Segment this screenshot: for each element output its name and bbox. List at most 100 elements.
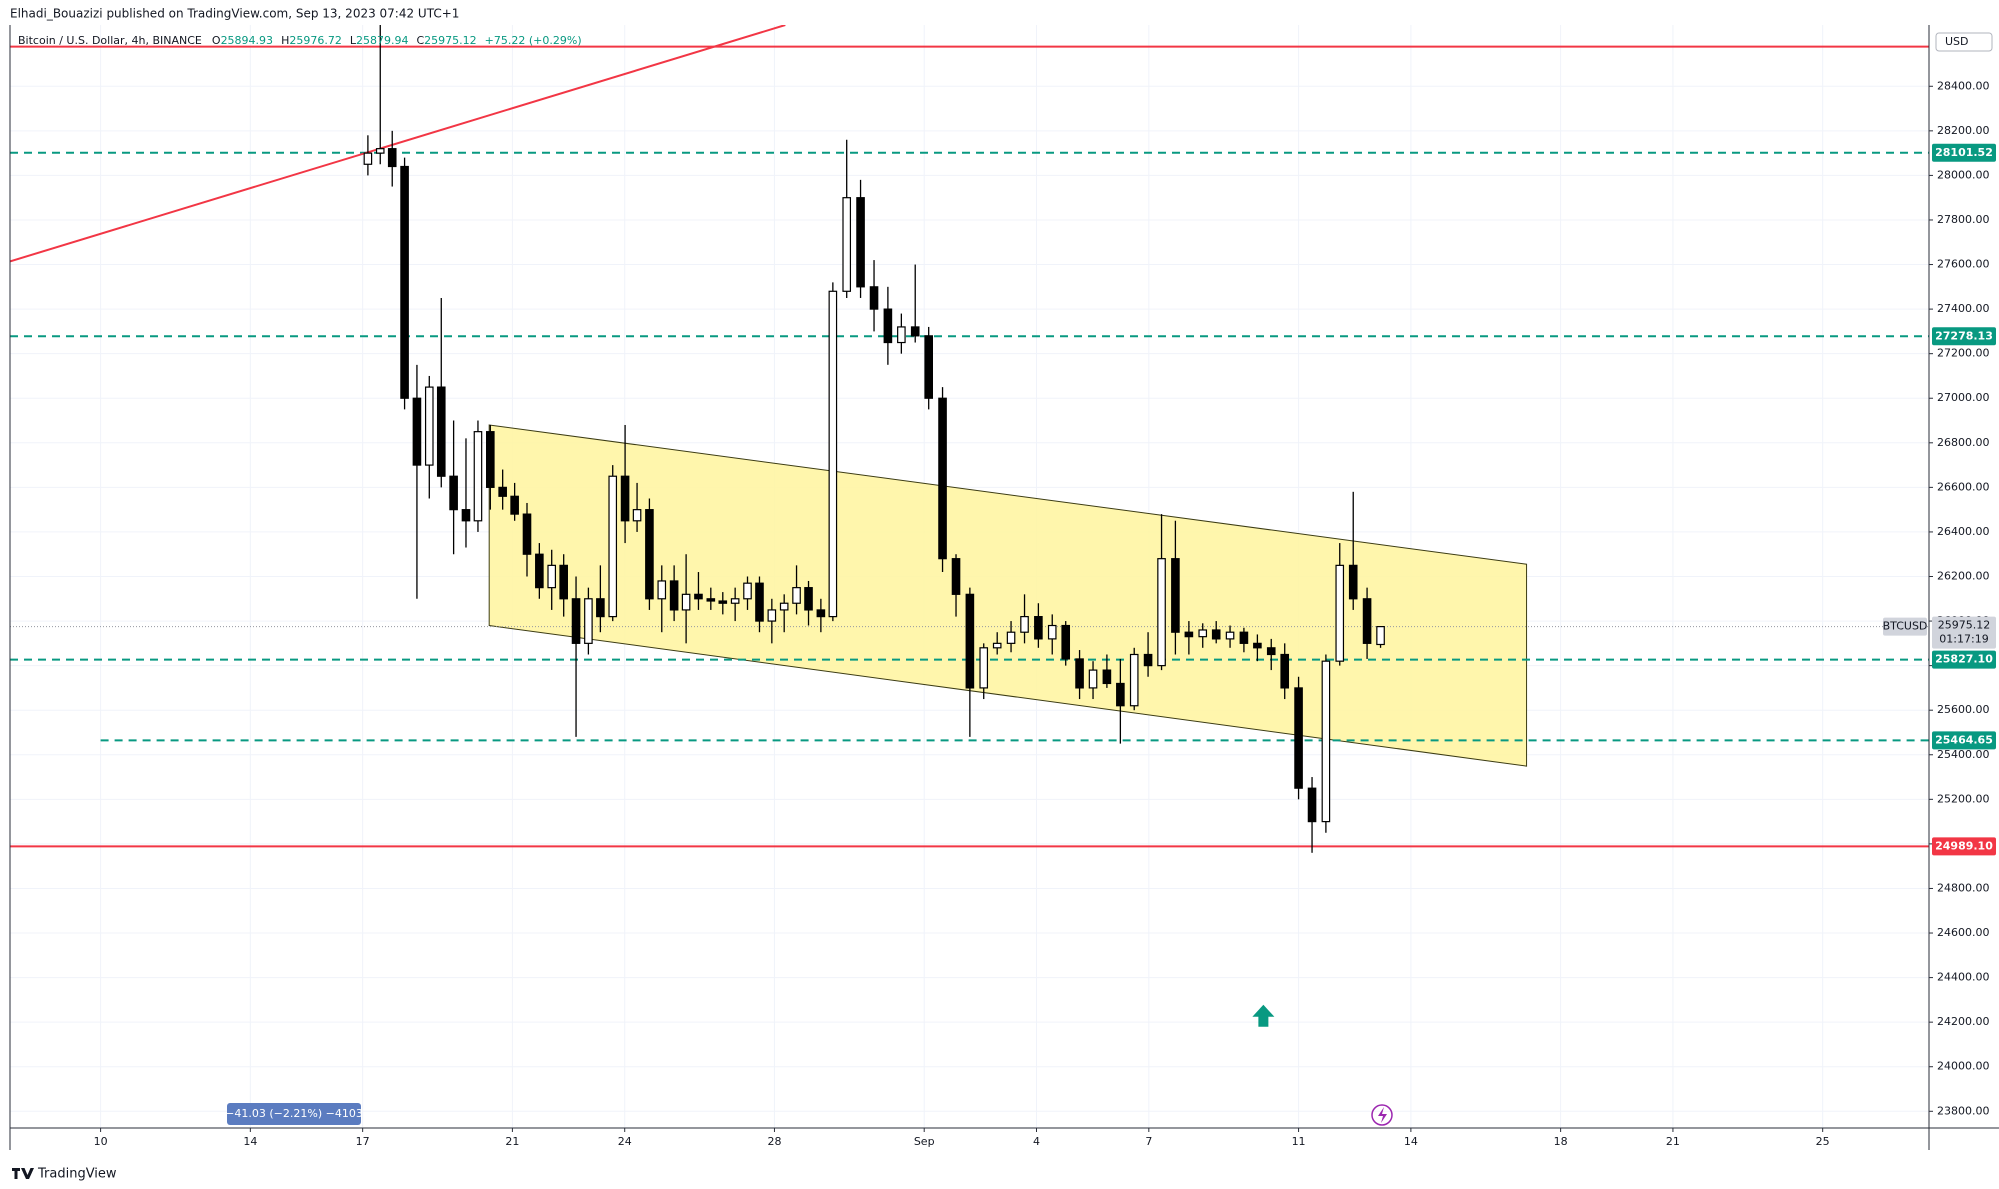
x-tick-label: 21 — [1666, 1135, 1680, 1148]
y-tick-label: 27200.00 — [1937, 347, 1990, 360]
candle-body — [1294, 687, 1303, 789]
candle-body — [1239, 631, 1249, 644]
candle-body — [743, 582, 752, 600]
candle-body — [559, 564, 568, 600]
y-tick-label: 28000.00 — [1937, 168, 1990, 181]
x-tick-label: 7 — [1145, 1135, 1152, 1148]
candle-body — [1088, 669, 1098, 689]
candle-body — [1362, 598, 1372, 644]
x-tick-label: 4 — [1033, 1135, 1040, 1148]
price-label-box — [1932, 731, 1996, 750]
y-tick-label: 26600.00 — [1937, 480, 1990, 493]
legend-value: 25975.12 — [424, 34, 477, 47]
countdown: 01:17:19 — [1939, 633, 1988, 646]
price-label-box — [1932, 650, 1996, 669]
candle-body — [486, 431, 495, 488]
candle-body — [547, 564, 557, 589]
legend-title: Bitcoin / U.S. Dollar, 4h, BINANCE — [18, 34, 202, 47]
y-tick-label: 26800.00 — [1937, 436, 1990, 449]
candle-body — [730, 598, 740, 604]
candle-body — [694, 593, 703, 600]
candle-body — [1034, 616, 1043, 640]
y-tick-label: 24800.00 — [1937, 881, 1990, 894]
candle-body — [681, 593, 691, 611]
y-tick-label: 28200.00 — [1937, 124, 1990, 137]
price-label: 27278.13 — [1935, 329, 1993, 342]
candle-body — [424, 386, 434, 466]
legend-letter: L — [350, 34, 357, 47]
brand: TradingView — [37, 1167, 117, 1182]
candle-body — [387, 148, 397, 168]
price-label-box — [1932, 143, 1996, 162]
candle-body — [1102, 669, 1112, 685]
candle-body — [632, 509, 642, 522]
y-tick-label: 27800.00 — [1937, 213, 1990, 226]
candle-body — [804, 587, 813, 611]
candle-body — [1006, 631, 1016, 644]
logo — [12, 1168, 34, 1179]
price-label-box — [1932, 837, 1996, 856]
y-tick-label: 25600.00 — [1937, 703, 1990, 716]
candle-body — [449, 475, 458, 511]
x-tick-label: 25 — [1816, 1135, 1830, 1148]
candle-body — [706, 598, 716, 602]
candle-body — [1143, 653, 1153, 667]
y-tick-label: 25200.00 — [1937, 792, 1990, 805]
y-tick-label: 28400.00 — [1937, 79, 1990, 92]
y-tick-label: 24200.00 — [1937, 1015, 1990, 1028]
x-tick-label: 11 — [1292, 1135, 1306, 1148]
channel — [488, 424, 1528, 767]
legend-letter: C — [416, 34, 424, 47]
candle-body — [1075, 658, 1084, 689]
candle-body — [498, 486, 507, 497]
candle-body — [1280, 653, 1290, 689]
x-tick-label: 21 — [505, 1135, 519, 1148]
y-tick-label: 27600.00 — [1937, 258, 1990, 271]
candle-body — [792, 587, 801, 604]
symbol-box — [1883, 617, 1927, 636]
candle-body — [596, 598, 605, 618]
candle-body — [1335, 564, 1345, 662]
candle-body — [400, 165, 409, 399]
y-tick-label: 26400.00 — [1937, 525, 1990, 538]
y-tick-label: 24600.00 — [1937, 926, 1990, 939]
price-label: 25827.10 — [1935, 653, 1993, 666]
candle-body — [816, 609, 826, 618]
candle-body — [979, 647, 989, 689]
candle-body — [412, 397, 422, 466]
candle-body — [510, 495, 519, 515]
candle-body — [1116, 682, 1125, 707]
candle-body — [1253, 642, 1262, 649]
event-icon-bolt — [1378, 1107, 1387, 1123]
legend-value: 25894.93 — [221, 34, 274, 47]
candle-body — [375, 148, 385, 154]
candle-body — [584, 598, 593, 644]
y-tick-label: 26200.00 — [1937, 570, 1990, 583]
candle-body — [363, 152, 373, 165]
candle-body — [669, 580, 679, 611]
last-price: 25975.12 — [1938, 619, 1991, 632]
legend-value: 25976.72 — [289, 34, 342, 47]
candle-body — [1171, 558, 1180, 633]
candle-body — [1348, 564, 1358, 600]
y-tick-label: 27000.00 — [1937, 391, 1990, 404]
currency-box[interactable] — [1935, 32, 1993, 52]
event-icon[interactable] — [1371, 1104, 1393, 1126]
price-label: 25464.65 — [1935, 733, 1993, 746]
legend-value: 25879.94 — [356, 34, 409, 47]
price-label: 28101.52 — [1935, 146, 1993, 159]
publisher: Elhadi_Bouazizi published on TradingView… — [10, 7, 459, 21]
candle-body — [938, 397, 947, 560]
candle-body — [842, 197, 852, 292]
last-price-box — [1932, 616, 1996, 649]
symbol-label: BTCUSD — [1883, 620, 1928, 633]
candle-body — [767, 609, 777, 622]
candle-body — [1211, 629, 1221, 640]
legend-change: +75.22 (+0.29%) — [485, 34, 582, 47]
candle-body — [718, 600, 728, 604]
x-tick-label: 17 — [356, 1135, 370, 1148]
candle-body — [1047, 624, 1057, 640]
arrow-marker — [1252, 1004, 1275, 1027]
